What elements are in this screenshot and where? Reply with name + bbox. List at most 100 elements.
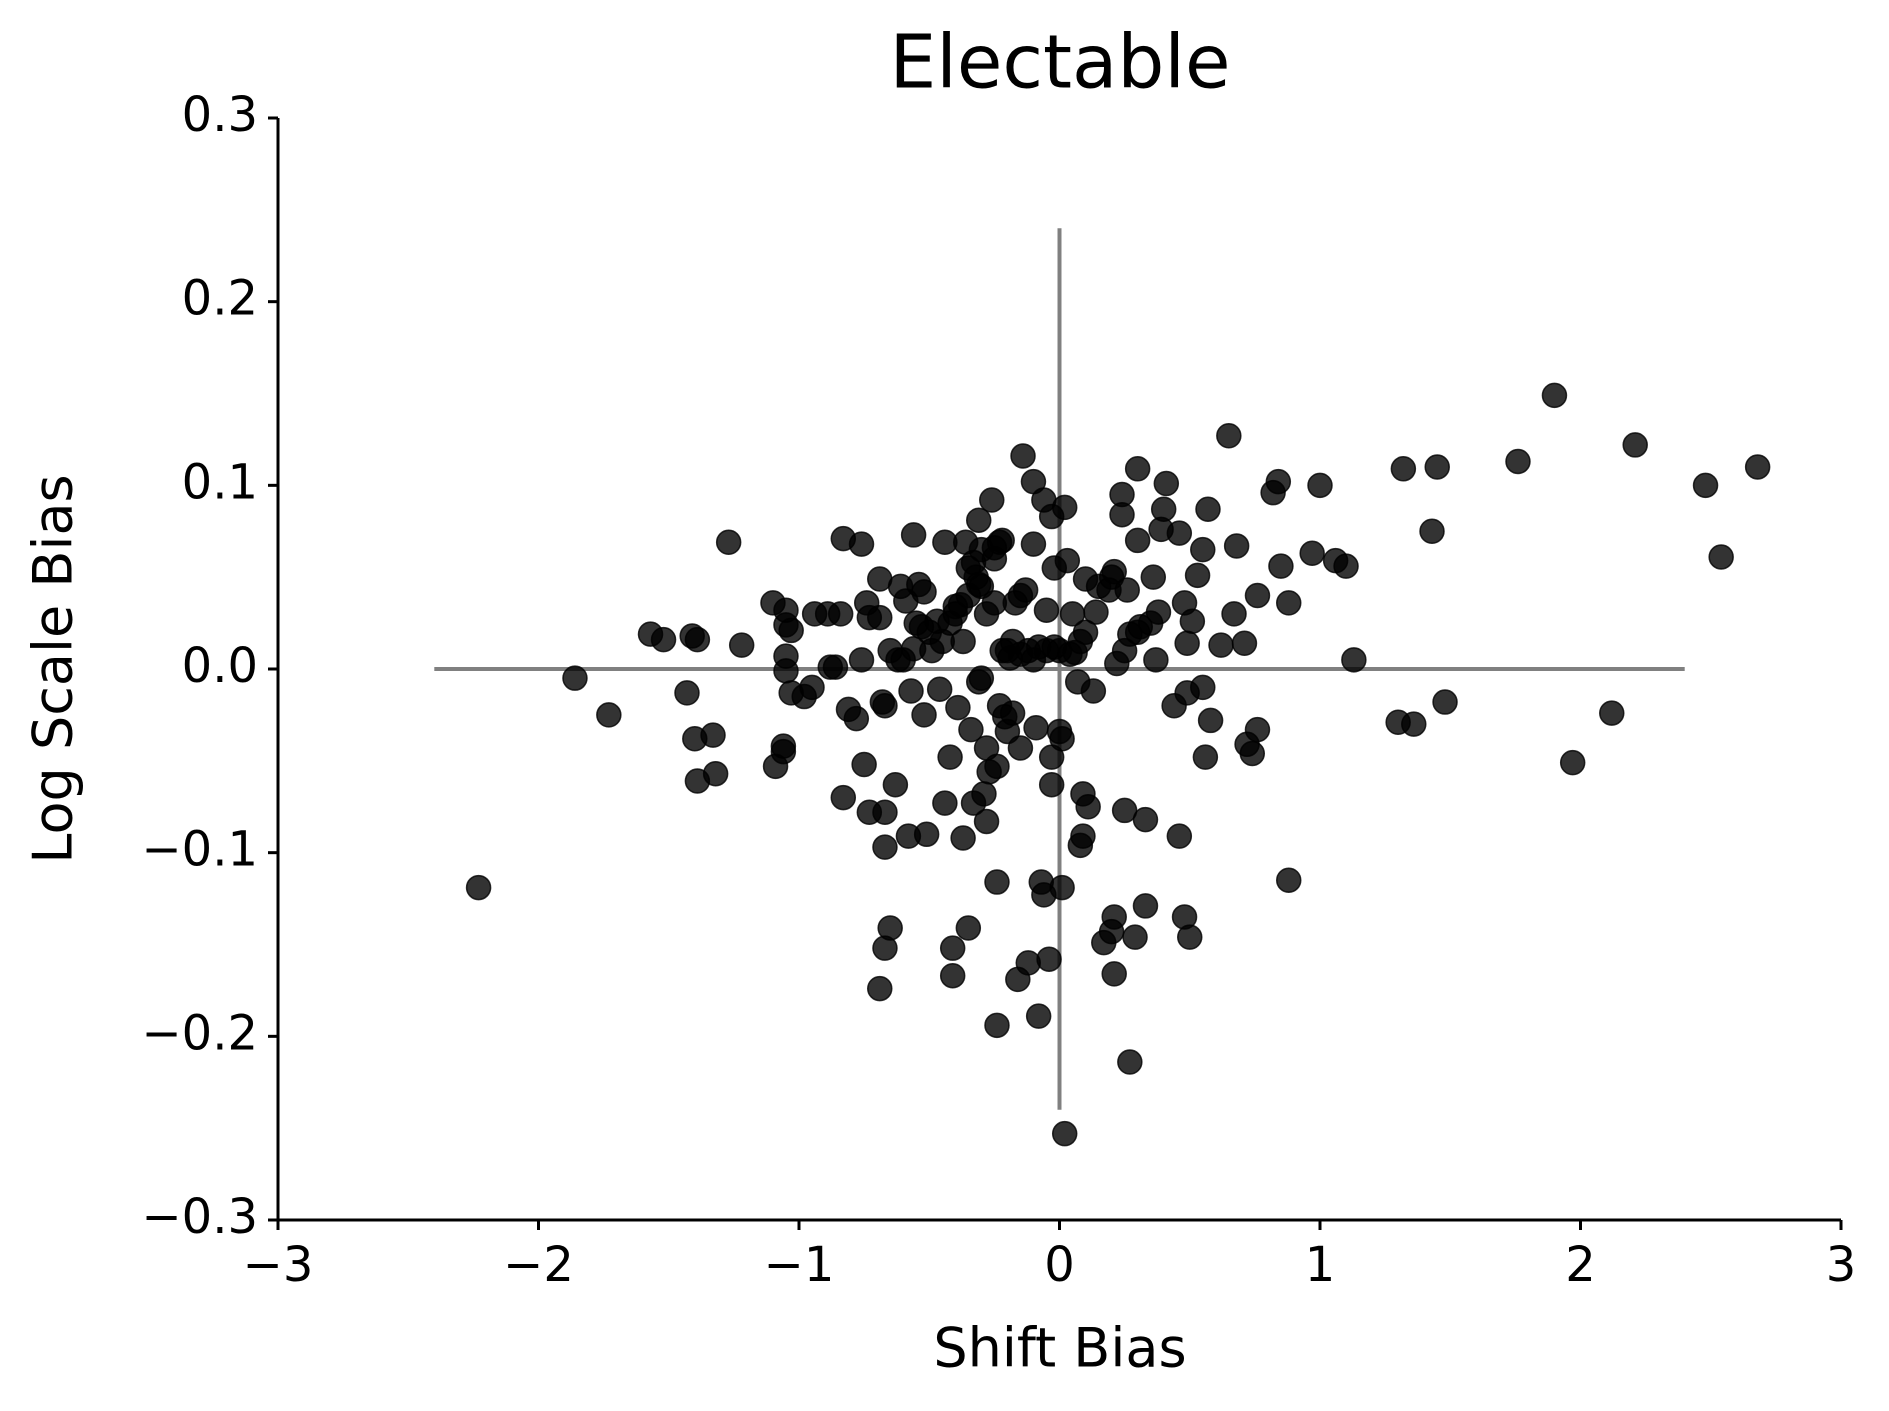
point [1059, 601, 1086, 627]
point [872, 799, 898, 826]
point [1117, 1049, 1143, 1075]
point [877, 915, 903, 941]
point [1275, 867, 1302, 893]
point [1599, 700, 1625, 726]
point [1049, 726, 1075, 752]
point [728, 632, 755, 658]
point [1072, 619, 1099, 646]
point [1299, 540, 1325, 567]
point [715, 529, 742, 556]
x-tick-label: 3 [1826, 1237, 1857, 1293]
point [984, 753, 1010, 780]
x-tick-label: 2 [1565, 1237, 1596, 1293]
point [971, 781, 997, 807]
point [1541, 382, 1568, 409]
point [911, 579, 937, 605]
point [1231, 630, 1258, 657]
point [1143, 647, 1169, 673]
point [822, 654, 849, 680]
point [973, 808, 1000, 835]
point [1341, 647, 1367, 673]
point [596, 702, 622, 728]
point [1122, 924, 1148, 950]
point [830, 784, 857, 811]
point [939, 935, 966, 961]
point [1432, 689, 1458, 715]
point [1015, 950, 1041, 976]
point [1184, 562, 1211, 589]
point [999, 700, 1026, 726]
point [562, 665, 588, 691]
point [1080, 678, 1107, 704]
point [1033, 597, 1060, 623]
point [1419, 518, 1445, 544]
point [1424, 454, 1450, 480]
point [1124, 456, 1151, 482]
point [1166, 823, 1193, 849]
point [955, 915, 982, 941]
point [848, 647, 875, 673]
point [900, 522, 927, 548]
point [877, 637, 903, 664]
point [1208, 632, 1234, 658]
x-tick-label: −1 [764, 1237, 835, 1293]
point [882, 771, 909, 798]
point [1038, 771, 1065, 798]
point [773, 658, 799, 684]
point [1025, 1003, 1052, 1029]
point [913, 821, 940, 848]
y-tick-label: −0.2 [141, 1005, 258, 1061]
point [1070, 823, 1096, 849]
point [1744, 454, 1771, 480]
point [1708, 544, 1734, 570]
point [1307, 472, 1333, 499]
point [1010, 443, 1036, 469]
point [770, 738, 797, 765]
point [1132, 806, 1159, 833]
point [1051, 494, 1078, 521]
point [965, 507, 992, 533]
point [867, 604, 893, 631]
point [911, 702, 937, 728]
point [843, 705, 870, 732]
point [1692, 472, 1719, 499]
point [1622, 432, 1648, 458]
point [1177, 924, 1203, 950]
y-tick-label: −0.3 [141, 1189, 258, 1245]
y-tick-label: 0.0 [182, 638, 258, 694]
point [872, 834, 898, 860]
point [1390, 456, 1417, 482]
point [674, 680, 700, 706]
point [1101, 961, 1127, 987]
point [942, 601, 969, 627]
point [968, 573, 995, 600]
point [945, 694, 971, 721]
point [898, 678, 924, 704]
point [1268, 553, 1294, 579]
point [1179, 608, 1206, 634]
point [872, 692, 898, 719]
point [1075, 794, 1101, 820]
point [1007, 735, 1034, 761]
point [979, 487, 1005, 513]
point [1401, 711, 1427, 737]
point [1239, 740, 1266, 767]
point [1111, 637, 1138, 664]
point [700, 722, 726, 748]
point [937, 744, 963, 770]
point [1333, 553, 1359, 579]
point [1020, 531, 1047, 557]
point [939, 962, 966, 989]
point [702, 760, 729, 787]
x-tick-label: −2 [503, 1237, 574, 1293]
point [968, 665, 995, 691]
point [1195, 496, 1221, 522]
point [1223, 533, 1250, 559]
point [984, 1012, 1010, 1039]
point [650, 626, 677, 653]
point [1221, 601, 1247, 627]
point [1140, 564, 1167, 590]
point [1124, 527, 1151, 554]
